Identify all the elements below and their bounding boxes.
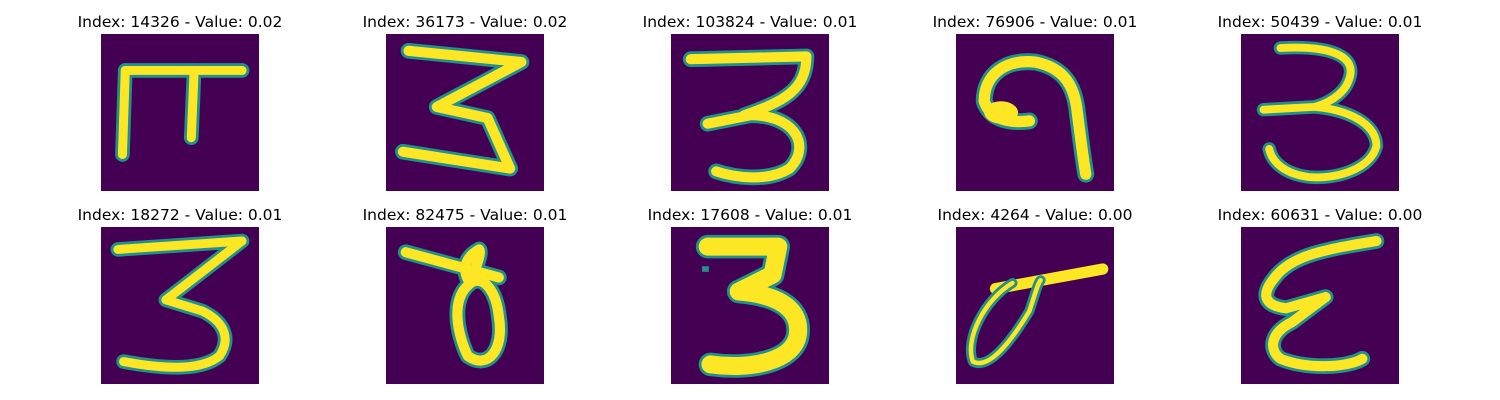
digit-image bbox=[101, 227, 259, 384]
panel-title: Index: 36173 - Value: 0.02 bbox=[362, 13, 568, 31]
digit-image bbox=[671, 227, 829, 384]
digit-image bbox=[956, 227, 1114, 384]
digit-image bbox=[671, 34, 829, 191]
panel-title: Index: 82475 - Value: 0.01 bbox=[362, 206, 568, 224]
digit-image bbox=[956, 34, 1114, 191]
digit-image bbox=[386, 34, 544, 191]
panel-title: Index: 14326 - Value: 0.02 bbox=[77, 13, 283, 31]
panel-title: Index: 4264 - Value: 0.00 bbox=[937, 206, 1133, 224]
panel-4: Index: 76906 - Value: 0.01 bbox=[905, 13, 1165, 198]
digit-image bbox=[386, 227, 544, 384]
panel-title: Index: 76906 - Value: 0.01 bbox=[932, 13, 1138, 31]
digit-image bbox=[1241, 34, 1399, 191]
digit-image bbox=[1241, 227, 1399, 384]
panel-1: Index: 14326 - Value: 0.02 bbox=[50, 13, 310, 198]
panel-9: Index: 4264 - Value: 0.00 bbox=[905, 206, 1165, 391]
panel-2: Index: 36173 - Value: 0.02 bbox=[335, 13, 595, 198]
panel-3: Index: 103824 - Value: 0.01 bbox=[620, 13, 880, 198]
panel-6: Index: 18272 - Value: 0.01 bbox=[50, 206, 310, 391]
panel-10: Index: 60631 - Value: 0.00 bbox=[1190, 206, 1450, 391]
panel-title: Index: 103824 - Value: 0.01 bbox=[642, 13, 858, 31]
panel-7: Index: 82475 - Value: 0.01 bbox=[335, 206, 595, 391]
panel-title: Index: 50439 - Value: 0.01 bbox=[1217, 13, 1423, 31]
panel-title: Index: 60631 - Value: 0.00 bbox=[1217, 206, 1423, 224]
panel-5: Index: 50439 - Value: 0.01 bbox=[1190, 13, 1450, 198]
panel-8: Index: 17608 - Value: 0.01 bbox=[620, 206, 880, 391]
digit-image bbox=[101, 34, 259, 191]
panel-title: Index: 18272 - Value: 0.01 bbox=[77, 206, 283, 224]
panel-title: Index: 17608 - Value: 0.01 bbox=[647, 206, 853, 224]
